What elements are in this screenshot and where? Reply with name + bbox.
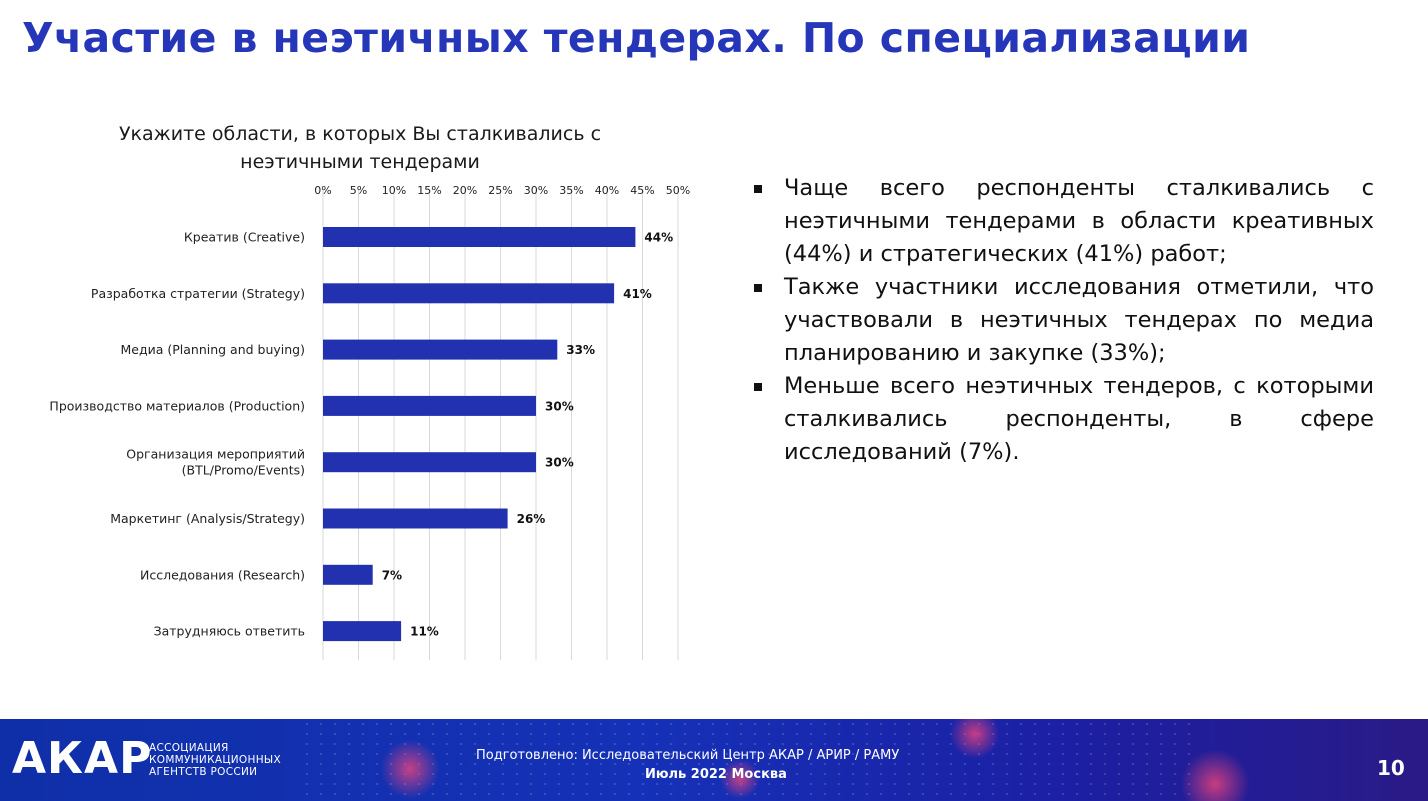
category-label: Маркетинг (Analysis/Strategy): [110, 511, 305, 526]
logo-subtitle: АССОЦИАЦИЯ КОММУНИКАЦИОННЫХ АГЕНТСТВ РОС…: [149, 742, 281, 778]
bar: [323, 452, 536, 473]
data-label: 11%: [410, 625, 439, 639]
logo-subtitle-line: КОММУНИКАЦИОННЫХ: [149, 754, 281, 766]
bullet-item: Меньше всего неэтичных тендеров, с котор…: [748, 370, 1374, 469]
chart-title-line-2: неэтичными тендерами: [240, 151, 480, 173]
footer-glow: [720, 759, 760, 799]
data-label: 7%: [382, 568, 402, 582]
summary-bullets: Чаще всего респонденты сталкивались с не…: [748, 172, 1374, 469]
x-tick-label: 30%: [524, 184, 548, 197]
x-tick-label: 20%: [453, 184, 477, 197]
akar-logo: АКАР: [12, 733, 153, 784]
bar: [323, 227, 636, 247]
category-label: Исследования (Research): [140, 567, 305, 582]
x-tick-label: 15%: [417, 184, 441, 197]
x-tick-label: 40%: [595, 184, 619, 197]
x-tick-label: 25%: [488, 184, 512, 197]
category-label: Креатив (Creative): [184, 230, 305, 245]
logo-subtitle-line: АГЕНТСТВ РОССИИ: [149, 766, 258, 778]
x-tick-label: 0%: [314, 184, 331, 197]
bullet-marker-icon: [754, 185, 762, 193]
bar: [323, 339, 558, 360]
category-label: Организация мероприятий: [126, 447, 305, 462]
bullet-item: Чаще всего респонденты сталкивались с не…: [748, 172, 1374, 271]
report-date: Июль 2022 Москва: [645, 767, 787, 782]
bar: [323, 564, 373, 585]
footer-glow: [380, 739, 440, 799]
x-tick-label: 35%: [559, 184, 583, 197]
category-label: Медиа (Planning and buying): [120, 342, 305, 357]
chart-title: Укажите области, в которых Вы сталкивали…: [80, 120, 640, 176]
category-label: Разработка стратегии (Strategy): [91, 286, 305, 301]
bar: [323, 508, 508, 529]
data-label: 30%: [545, 399, 574, 413]
footer-glow: [1180, 749, 1250, 801]
x-tick-label: 10%: [382, 184, 406, 197]
bar: [323, 621, 402, 642]
logo-subtitle-line: АССОЦИАЦИЯ: [149, 742, 229, 754]
bullet-text: Чаще всего респонденты сталкивались с не…: [784, 175, 1374, 267]
bullet-text: Также участники исследования отметили, ч…: [784, 274, 1374, 366]
bullet-item: Также участники исследования отметили, ч…: [748, 271, 1374, 370]
category-label: Производство материалов (Production): [49, 398, 305, 413]
chart-title-line-1: Укажите области, в которых Вы сталкивали…: [118, 123, 602, 145]
bar-chart: 0% 5% 10% 15% 20% 25% 30% 35% 40% 45% 50% Креатив (…: [49, 184, 690, 660]
data-label: 30%: [545, 456, 574, 470]
bullet-marker-icon: [754, 284, 762, 292]
x-tick-label: 45%: [630, 184, 654, 197]
footer-glow: [950, 719, 1000, 759]
data-label: 41%: [623, 287, 652, 301]
x-tick-label: 5%: [350, 184, 367, 197]
x-tick-label: 50%: [666, 184, 690, 197]
bullet-text: Меньше всего неэтичных тендеров, с котор…: [784, 373, 1374, 465]
category-label: Затрудняюсь ответить: [154, 624, 305, 639]
data-label: 44%: [644, 231, 673, 245]
category-label: (BTL/Promo/Events): [182, 463, 305, 478]
bar: [323, 395, 536, 416]
slide-title: Участие в неэтичных тендерах. По специал…: [22, 14, 1251, 62]
data-label: 26%: [517, 512, 546, 526]
footer-banner: АКАР АССОЦИАЦИЯ КОММУНИКАЦИОННЫХ АГЕНТСТ…: [0, 719, 1428, 801]
bullet-marker-icon: [754, 383, 762, 391]
data-label: 33%: [566, 343, 595, 357]
bar: [323, 283, 615, 304]
prepared-by: Подготовлено: Исследовательский Центр АК…: [476, 748, 900, 763]
page-number: 10: [1377, 756, 1405, 780]
